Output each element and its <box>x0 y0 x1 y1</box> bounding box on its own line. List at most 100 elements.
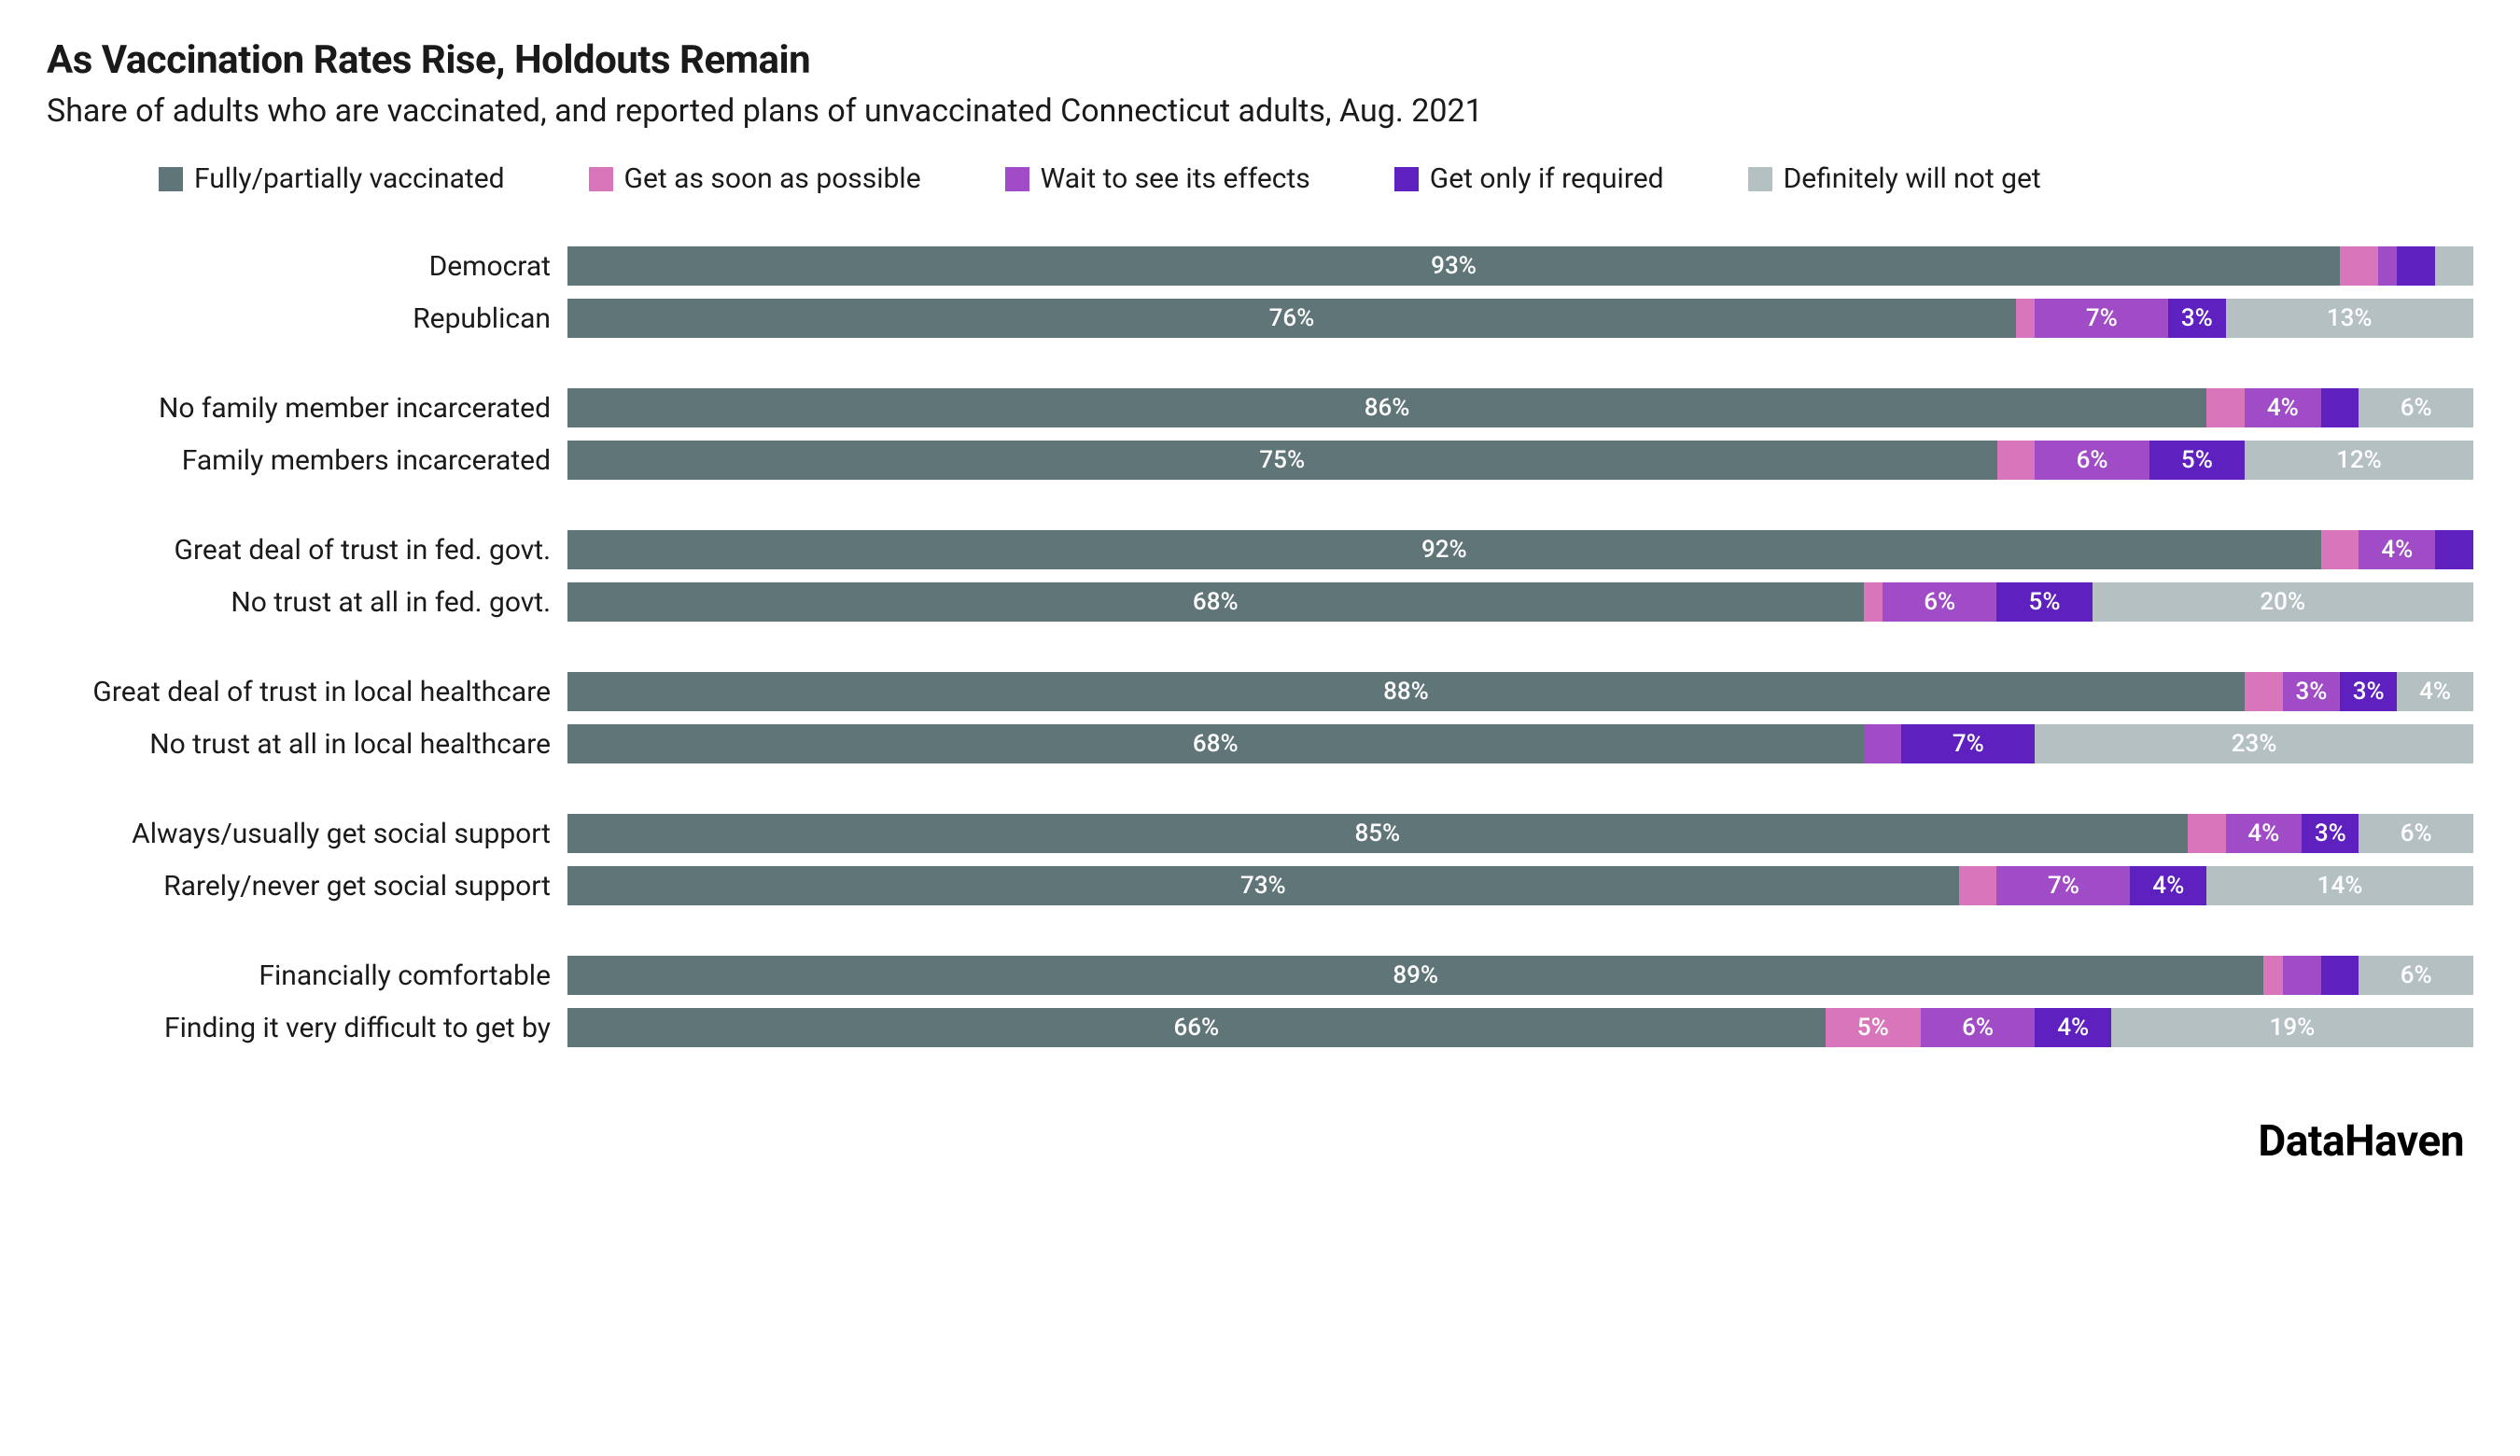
bar-row: Family members incarcerated75% 6%5%12% <box>47 441 2473 480</box>
bar-row: Democrat93% <box>47 246 2473 286</box>
bar-segment <box>2435 530 2473 569</box>
bar-segment: 13% <box>2226 299 2473 338</box>
bar-segment: 6% <box>2359 956 2473 995</box>
row-label: Family members incarcerated <box>47 444 567 477</box>
bar-segment: 66% <box>567 1008 1826 1047</box>
stacked-bar: 85%4%3%6% <box>567 814 2473 853</box>
stacked-bar: 66%5%6%4%19% <box>567 1008 2473 1047</box>
bar-group: Great deal of trust in local healthcare8… <box>47 672 2473 777</box>
bar-row: No trust at all in local healthcare68% 7%… <box>47 724 2473 763</box>
bar-segment: 5% <box>1996 582 2092 622</box>
legend-item: Definitely will not get <box>1748 162 2041 195</box>
stacked-bar: 76%7%3%13% <box>567 299 2473 338</box>
row-label: Financially comfortable <box>47 959 567 992</box>
bar-row: Always/usually get social support85%4%3%… <box>47 814 2473 853</box>
bar-segment: 93% <box>567 246 2340 286</box>
bar-segment <box>2206 388 2245 427</box>
bar-segment <box>1997 441 2036 480</box>
bar-segment: 6% <box>2035 441 2149 480</box>
bar-segment: 86% <box>567 388 2206 427</box>
row-label: No family member incarcerated <box>47 392 567 425</box>
chart-subtitle: Share of adults who are vaccinated, and … <box>47 92 2473 130</box>
bar-segment: 68% <box>567 724 1864 763</box>
bar-segment: 14% <box>2206 866 2473 905</box>
legend-item: Wait to see its effects <box>1005 162 1310 195</box>
bar-segment: 5% <box>1826 1008 1921 1047</box>
bar-segment: 6% <box>1921 1008 2036 1047</box>
bar-segment: 4% <box>2397 672 2473 711</box>
bar-row: No trust at all in fed. govt.68% 6%5%20% <box>47 582 2473 622</box>
bar-group: Financially comfortable89%6%Finding it v… <box>47 956 2473 1060</box>
legend-label: Definitely will not get <box>1784 162 2041 195</box>
stacked-bar: 73%7%4%14% <box>567 866 2473 905</box>
bar-group: No family member incarcerated86%4%6%Fami… <box>47 388 2473 493</box>
bar-segment <box>1864 582 1883 622</box>
stacked-bar-chart: Democrat93%Republican76%7%3%13% No family… <box>47 246 2473 1098</box>
bar-group: Democrat93%Republican76%7%3%13% <box>47 246 2473 351</box>
bar-row: Finding it very difficult to get by66%5%… <box>47 1008 2473 1047</box>
legend-swatch <box>159 167 183 191</box>
bar-row: Great deal of trust in local healthcare8… <box>47 672 2473 711</box>
bar-segment: 4% <box>2359 530 2435 569</box>
legend-item: Fully/partially vaccinated <box>159 162 505 195</box>
row-label: Always/usually get social support <box>47 818 567 850</box>
bar-segment: 3% <box>2283 672 2340 711</box>
bar-segment <box>2188 814 2226 853</box>
bar-segment <box>2016 299 2035 338</box>
bar-segment: 20% <box>2093 582 2473 622</box>
bar-group: Great deal of trust in fed. govt.92% 4% No… <box>47 530 2473 635</box>
bar-segment <box>2321 530 2359 569</box>
row-label: Great deal of trust in fed. govt. <box>47 534 567 567</box>
stacked-bar: 92% 4% <box>567 530 2473 569</box>
bar-segment: 3% <box>2168 299 2225 338</box>
bar-segment <box>2245 672 2283 711</box>
stacked-bar: 93% <box>567 246 2473 286</box>
legend: Fully/partially vaccinated Get as soon as… <box>47 162 2473 195</box>
bar-segment: 75% <box>567 441 1997 480</box>
bar-segment: 76% <box>567 299 2016 338</box>
bar-segment: 4% <box>2245 388 2321 427</box>
bar-segment: 3% <box>2340 672 2397 711</box>
bar-segment: 4% <box>2130 866 2206 905</box>
bar-segment: 5% <box>2149 441 2245 480</box>
bar-segment: 19% <box>2111 1008 2473 1047</box>
bar-segment: 7% <box>1901 724 2035 763</box>
legend-label: Get as soon as possible <box>624 162 921 195</box>
bar-row: No family member incarcerated86% 4% 6% <box>47 388 2473 427</box>
bar-segment: 68% <box>567 582 1864 622</box>
bar-segment <box>2378 246 2397 286</box>
legend-label: Wait to see its effects <box>1041 162 1310 195</box>
stacked-bar: 68% 7%23% <box>567 724 2473 763</box>
legend-swatch <box>1394 167 1419 191</box>
bar-row: Rarely/never get social support73%7%4%14… <box>47 866 2473 905</box>
bar-segment <box>2397 246 2435 286</box>
bar-segment: 12% <box>2245 441 2473 480</box>
legend-swatch <box>589 167 613 191</box>
bar-segment <box>2340 246 2378 286</box>
legend-label: Fully/partially vaccinated <box>194 162 505 195</box>
bar-segment <box>1959 866 1997 905</box>
stacked-bar: 86% 4% 6% <box>567 388 2473 427</box>
source-attribution: DataHaven <box>47 1116 2473 1167</box>
bar-segment: 23% <box>2035 724 2473 763</box>
chart-title: As Vaccination Rates Rise, Holdouts Rema… <box>47 37 2473 83</box>
bar-segment <box>2321 388 2359 427</box>
stacked-bar: 75% 6%5%12% <box>567 441 2473 480</box>
bar-segment <box>2321 956 2359 995</box>
row-label: No trust at all in local healthcare <box>47 728 567 761</box>
row-label: No trust at all in fed. govt. <box>47 586 567 619</box>
stacked-bar: 89% 6% <box>567 956 2473 995</box>
legend-item: Get as soon as possible <box>589 162 921 195</box>
bar-segment: 3% <box>2302 814 2359 853</box>
bar-segment: 6% <box>2359 388 2473 427</box>
row-label: Rarely/never get social support <box>47 870 567 903</box>
bar-segment: 92% <box>567 530 2321 569</box>
legend-swatch <box>1005 167 1029 191</box>
bar-segment <box>2263 956 2282 995</box>
row-label: Great deal of trust in local healthcare <box>47 676 567 708</box>
legend-item: Get only if required <box>1394 162 1664 195</box>
bar-segment: 89% <box>567 956 2263 995</box>
bar-segment: 6% <box>1883 582 1997 622</box>
bar-segment: 73% <box>567 866 1959 905</box>
bar-row: Financially comfortable89% 6% <box>47 956 2473 995</box>
